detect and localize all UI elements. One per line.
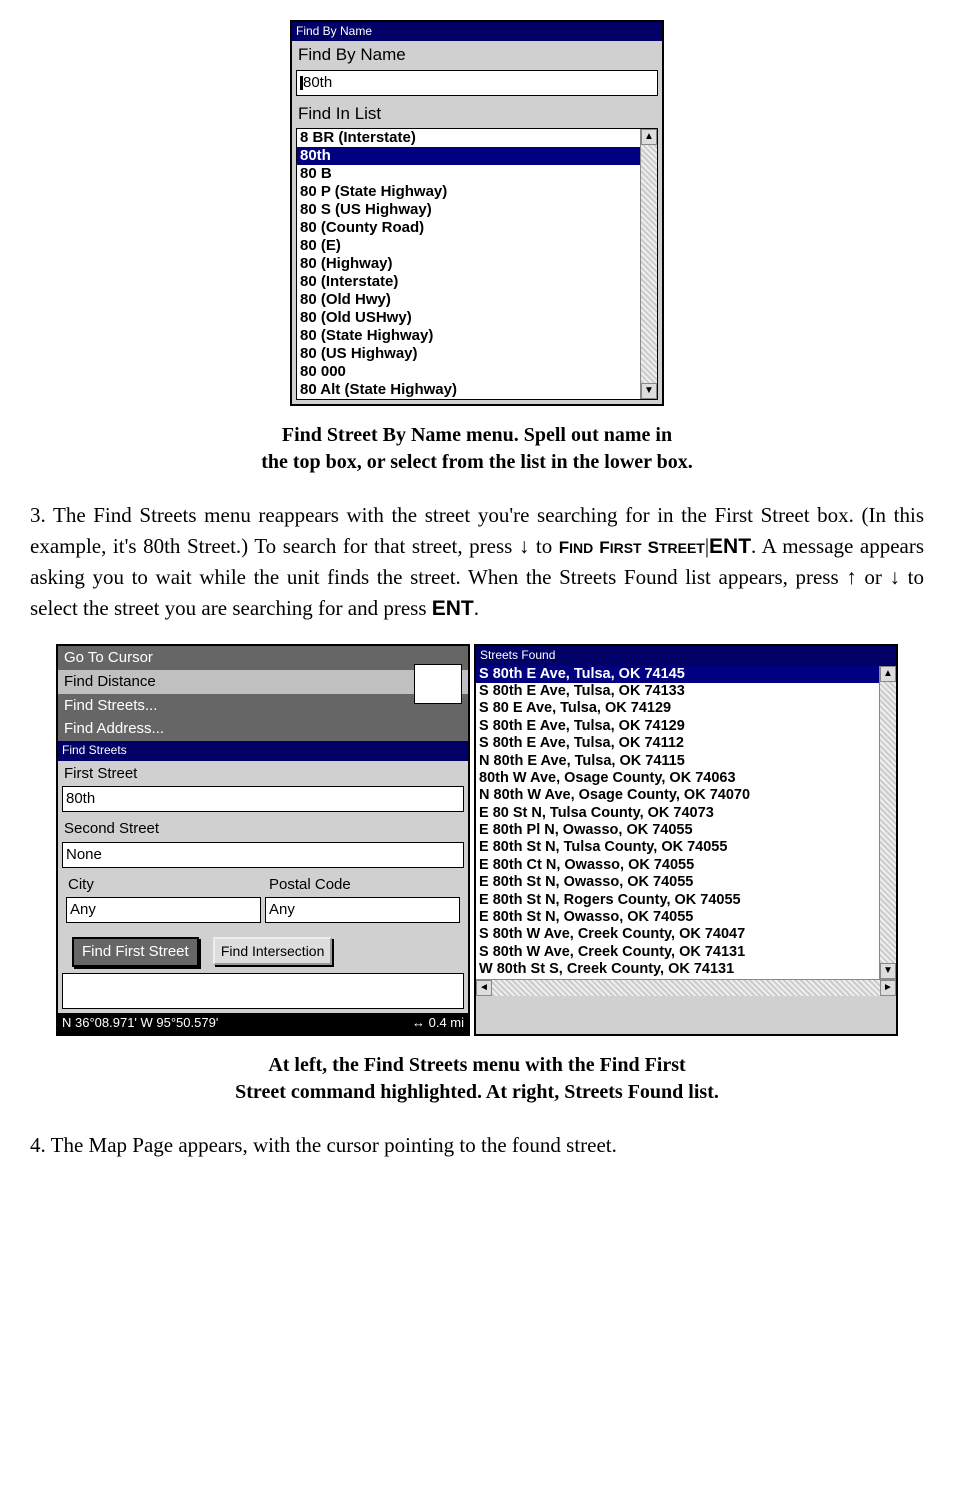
find-streets-dialog: Go To CursorFind DistanceFind Streets...… (56, 644, 470, 1035)
scroll-right-icon[interactable]: ► (880, 980, 896, 996)
status-bar: N 36°08.971' W 95°50.579' ↔ 0.4 mi (58, 1013, 468, 1034)
list-item[interactable]: N 80th W Ave, Osage County, OK 74070 (476, 787, 896, 804)
paragraph-4: 4. The Map Page appears, with the cursor… (30, 1130, 924, 1160)
second-street-label: Second Street (58, 816, 468, 842)
list-item[interactable]: E 80th Ct N, Owasso, OK 74055 (476, 857, 896, 874)
list-item[interactable]: E 80th St N, Tulsa County, OK 74055 (476, 839, 896, 856)
list-item[interactable]: 80th W Ave, Osage County, OK 74063 (476, 770, 896, 787)
para3-k2b: IRST (610, 540, 642, 556)
para3-k1a: F (559, 538, 569, 557)
caption-2: At left, the Find Streets menu with the … (30, 1052, 924, 1106)
streets-found-list[interactable]: S 80th E Ave, Tulsa, OK 74145S 80th E Av… (476, 666, 896, 979)
caption-2-line1: At left, the Find Streets menu with the … (268, 1054, 685, 1076)
para3-k1b: IND (569, 540, 593, 556)
scroll-left-icon[interactable]: ◄ (476, 980, 492, 996)
list-item[interactable]: 8 BR (Interstate) (297, 129, 657, 147)
find-in-list-label: Find In List (292, 100, 662, 129)
find-first-street-button[interactable]: Find First Street (72, 937, 199, 967)
list-item[interactable]: E 80 St N, Tulsa County, OK 74073 (476, 805, 896, 822)
list-item[interactable]: E 80th St N, Owasso, OK 74055 (476, 909, 896, 926)
list-item[interactable]: 80 (E) (297, 237, 657, 255)
caption-1-line1: Find Street By Name menu. Spell out name… (282, 424, 672, 446)
list-item[interactable]: W 80th St S, Creek County, OK 74131 (476, 961, 896, 978)
name-input[interactable]: 80th (296, 70, 658, 96)
second-street-input[interactable]: None (62, 842, 464, 868)
map-strip (62, 973, 464, 1009)
menu-item[interactable]: Find Address... (58, 717, 468, 741)
caption-2-line2: Street command highlighted. At right, St… (235, 1081, 719, 1103)
list-item[interactable]: 80 (State Highway) (297, 327, 657, 345)
streets-found-title: Streets Found (476, 646, 896, 665)
list-item[interactable]: 80 Alt (State Highway) (297, 381, 657, 399)
para3-text-d: . (474, 596, 479, 620)
map-preview (414, 664, 462, 704)
find-by-name-dialog: Find By Name Find By Name 80th Find In L… (290, 20, 664, 406)
paragraph-3: 3. The Find Streets menu reappears with … (30, 500, 924, 624)
scroll-up-icon[interactable]: ▲ (880, 666, 896, 682)
postal-input[interactable]: Any (265, 897, 460, 923)
list-item[interactable]: 80 (US Highway) (297, 345, 657, 363)
para3-k2a: F (593, 538, 609, 557)
list-item[interactable]: 80 (Old Hwy) (297, 291, 657, 309)
list-item[interactable]: S 80th E Ave, Tulsa, OK 74133 (476, 683, 896, 700)
first-street-label: First Street (58, 761, 468, 787)
streets-found-dialog: Streets Found S 80th E Ave, Tulsa, OK 74… (474, 644, 898, 1035)
find-intersection-button[interactable]: Find Intersection (213, 937, 333, 965)
find-by-name-label: Find By Name (292, 41, 662, 70)
status-left: N 36°08.971' W 95°50.579' (62, 1014, 218, 1033)
list-item[interactable]: S 80th E Ave, Tulsa, OK 74129 (476, 718, 896, 735)
list-item[interactable]: S 80th W Ave, Creek County, OK 74047 (476, 926, 896, 943)
h-scrollbar[interactable]: ◄ ► (476, 979, 896, 996)
list-item[interactable]: 80 B (297, 165, 657, 183)
menu-item[interactable]: Go To Cursor (58, 646, 468, 670)
menu-item[interactable]: Find Streets... (58, 694, 468, 718)
menu-item[interactable]: Find Distance (58, 670, 468, 694)
scrollbar[interactable]: ▲ ▼ (640, 129, 657, 399)
para3-k3a: S (642, 538, 659, 557)
scroll-down-icon[interactable]: ▼ (641, 383, 657, 399)
list-item[interactable]: E 80th St N, Owasso, OK 74055 (476, 874, 896, 891)
list-item[interactable]: 80 (Interstate) (297, 273, 657, 291)
postal-label: Postal Code (263, 872, 464, 898)
dialog-title: Find By Name (292, 22, 662, 41)
caption-1-line2: the top box, or select from the list in … (261, 451, 693, 473)
para3-k3b: TREET (659, 540, 705, 556)
list-item[interactable]: E 80th St N, Rogers County, OK 74055 (476, 892, 896, 909)
list-item[interactable]: S 80th E Ave, Tulsa, OK 74112 (476, 735, 896, 752)
scroll-down-icon[interactable]: ▼ (880, 963, 896, 979)
name-input-value: 80th (303, 74, 332, 91)
list-item[interactable]: E 80th Pl N, Owasso, OK 74055 (476, 822, 896, 839)
list-item[interactable]: 80 (Highway) (297, 255, 657, 273)
city-input[interactable]: Any (66, 897, 261, 923)
list-item[interactable]: N 80th E Ave, Tulsa, OK 74115 (476, 753, 896, 770)
list-item[interactable]: S 80th W Ave, Creek County, OK 74131 (476, 944, 896, 961)
list-item[interactable]: 80 S (US Highway) (297, 201, 657, 219)
list-item[interactable]: 80 (County Road) (297, 219, 657, 237)
list-item[interactable]: 80th (297, 147, 657, 165)
list-item[interactable]: 80 P (State Highway) (297, 183, 657, 201)
list-item[interactable]: 80 000 (297, 363, 657, 381)
city-label: City (62, 872, 263, 898)
status-right: ↔ 0.4 mi (412, 1014, 464, 1033)
scroll-up-icon[interactable]: ▲ (641, 129, 657, 145)
list-item[interactable]: 80 (Old USHwy) (297, 309, 657, 327)
list-item[interactable]: S 80 E Ave, Tulsa, OK 74129 (476, 700, 896, 717)
scrollbar[interactable]: ▲ ▼ (879, 666, 896, 979)
para3-ent1: ENT (709, 535, 751, 558)
caption-1: Find Street By Name menu. Spell out name… (30, 422, 924, 476)
para3-ent2: ENT (432, 597, 474, 620)
list-item[interactable]: S 80th E Ave, Tulsa, OK 74145 (476, 666, 896, 683)
name-listbox[interactable]: 8 BR (Interstate)80th80 B80 P (State Hig… (296, 128, 658, 400)
first-street-input[interactable]: 80th (62, 786, 464, 812)
find-streets-title: Find Streets (58, 741, 468, 760)
